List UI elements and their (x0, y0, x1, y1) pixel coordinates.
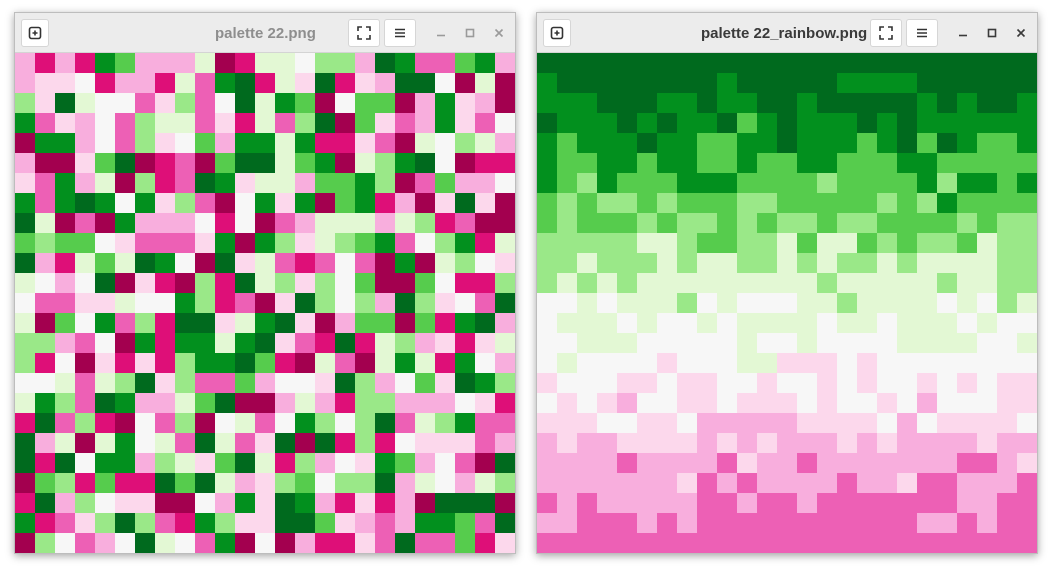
image-window-rainbow[interactable]: palette 22_rainbow.png (536, 12, 1038, 554)
minimize-icon (959, 34, 967, 37)
close-icon (1016, 28, 1026, 38)
plus-square-icon (28, 26, 42, 40)
minimize-button[interactable] (427, 19, 455, 47)
close-button[interactable] (1007, 19, 1035, 47)
maximize-icon (987, 28, 997, 38)
pixel-image (15, 53, 515, 553)
menu-button[interactable] (384, 19, 416, 47)
maximize-icon (465, 28, 475, 38)
image-canvas (537, 53, 1037, 553)
fullscreen-button[interactable] (348, 19, 380, 47)
close-icon (494, 28, 504, 38)
window-title: palette 22.png (215, 25, 316, 42)
fullscreen-icon (879, 26, 893, 40)
titlebar[interactable]: palette 22_rainbow.png (537, 13, 1037, 53)
plus-square-icon (550, 26, 564, 40)
hamburger-icon (917, 28, 927, 38)
window-title: palette 22_rainbow.png (701, 25, 868, 42)
new-window-button[interactable] (21, 19, 49, 47)
image-canvas (15, 53, 515, 553)
menu-button[interactable] (906, 19, 938, 47)
maximize-button[interactable] (978, 19, 1006, 47)
fullscreen-icon (357, 26, 371, 40)
fullscreen-button[interactable] (870, 19, 902, 47)
maximize-button[interactable] (456, 19, 484, 47)
pixel-image (537, 53, 1037, 553)
close-button[interactable] (485, 19, 513, 47)
new-window-button[interactable] (543, 19, 571, 47)
hamburger-icon (395, 28, 405, 38)
titlebar[interactable]: palette 22.png (15, 13, 515, 53)
minimize-button[interactable] (949, 19, 977, 47)
minimize-icon (437, 34, 445, 37)
image-window-original[interactable]: palette 22.png (14, 12, 516, 554)
